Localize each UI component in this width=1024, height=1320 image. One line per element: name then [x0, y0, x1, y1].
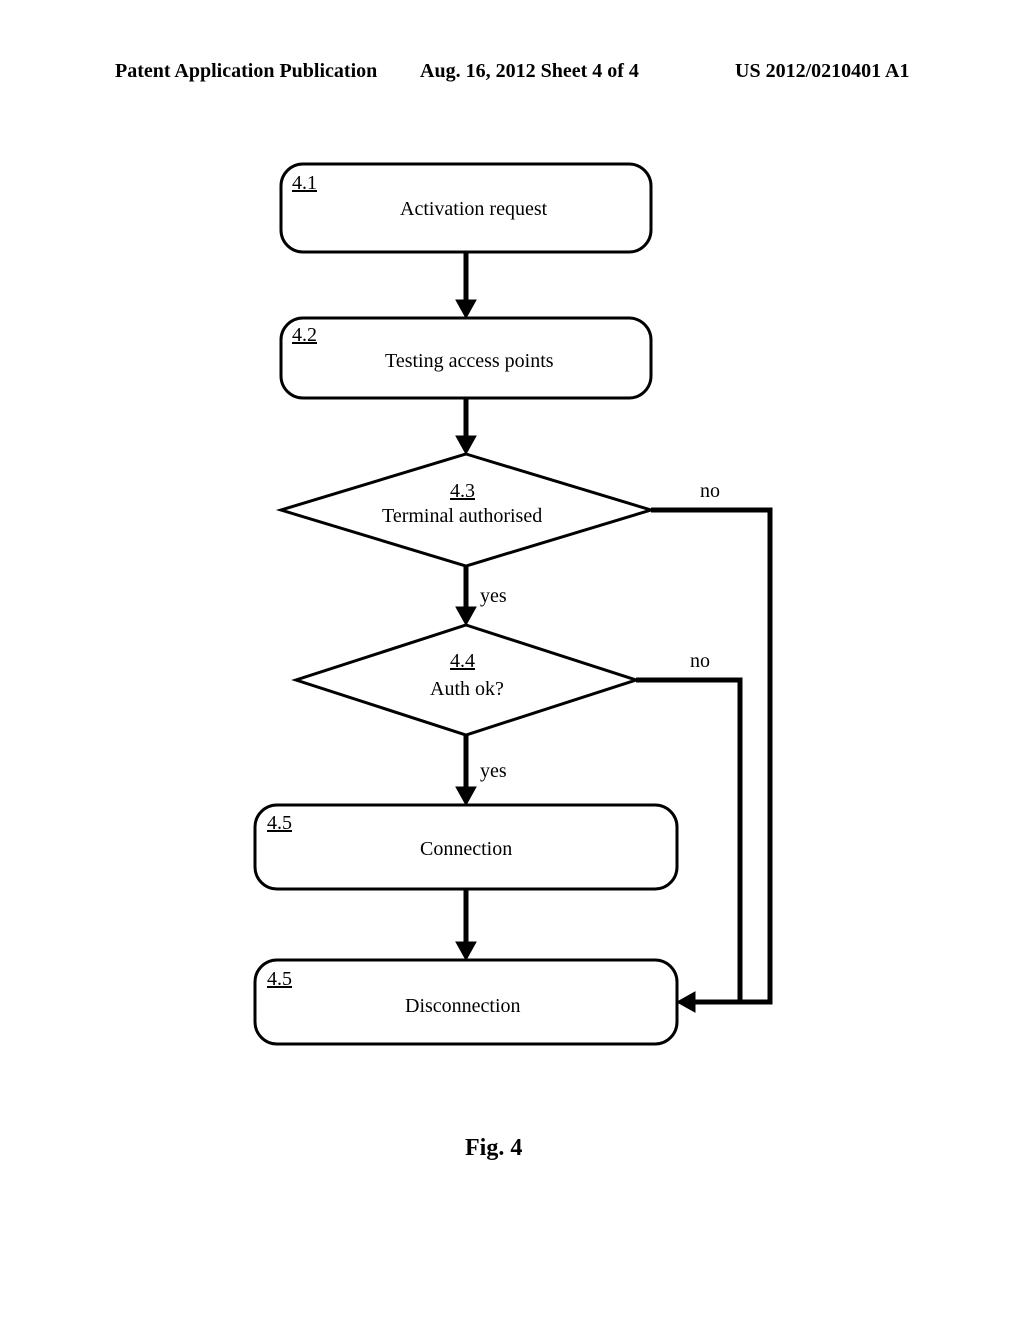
flow-node-number: 4.4	[450, 650, 475, 673]
flow-node-label: Terminal authorised	[382, 505, 542, 528]
flow-node-number: 4.5	[267, 812, 292, 835]
figure-caption: Fig. 4	[465, 1135, 522, 1162]
arrowhead-icon	[456, 607, 476, 625]
patent-page: Patent Application Publication Aug. 16, …	[0, 0, 1024, 1320]
flow-edge-label: no	[690, 650, 710, 673]
flow-node-number: 4.5	[267, 968, 292, 991]
flow-node-label: Auth ok?	[430, 678, 504, 701]
arrowhead-icon	[456, 436, 476, 454]
flow-node-number: 4.3	[450, 480, 475, 503]
arrowhead-icon	[456, 300, 476, 318]
flow-node-label: Activation request	[400, 198, 547, 221]
flow-node-number: 4.1	[292, 172, 317, 195]
arrowhead-icon	[677, 992, 695, 1012]
flow-node-label: Testing access points	[385, 350, 554, 373]
arrowhead-icon	[456, 787, 476, 805]
flow-edge-label: yes	[480, 585, 507, 608]
flow-node-label: Connection	[420, 838, 512, 861]
flow-edge-label: yes	[480, 760, 507, 783]
flow-node-label: Disconnection	[405, 995, 521, 1018]
arrowhead-icon	[456, 942, 476, 960]
flow-edge	[651, 510, 770, 1002]
flow-edge-label: no	[700, 480, 720, 503]
flow-node-number: 4.2	[292, 324, 317, 347]
